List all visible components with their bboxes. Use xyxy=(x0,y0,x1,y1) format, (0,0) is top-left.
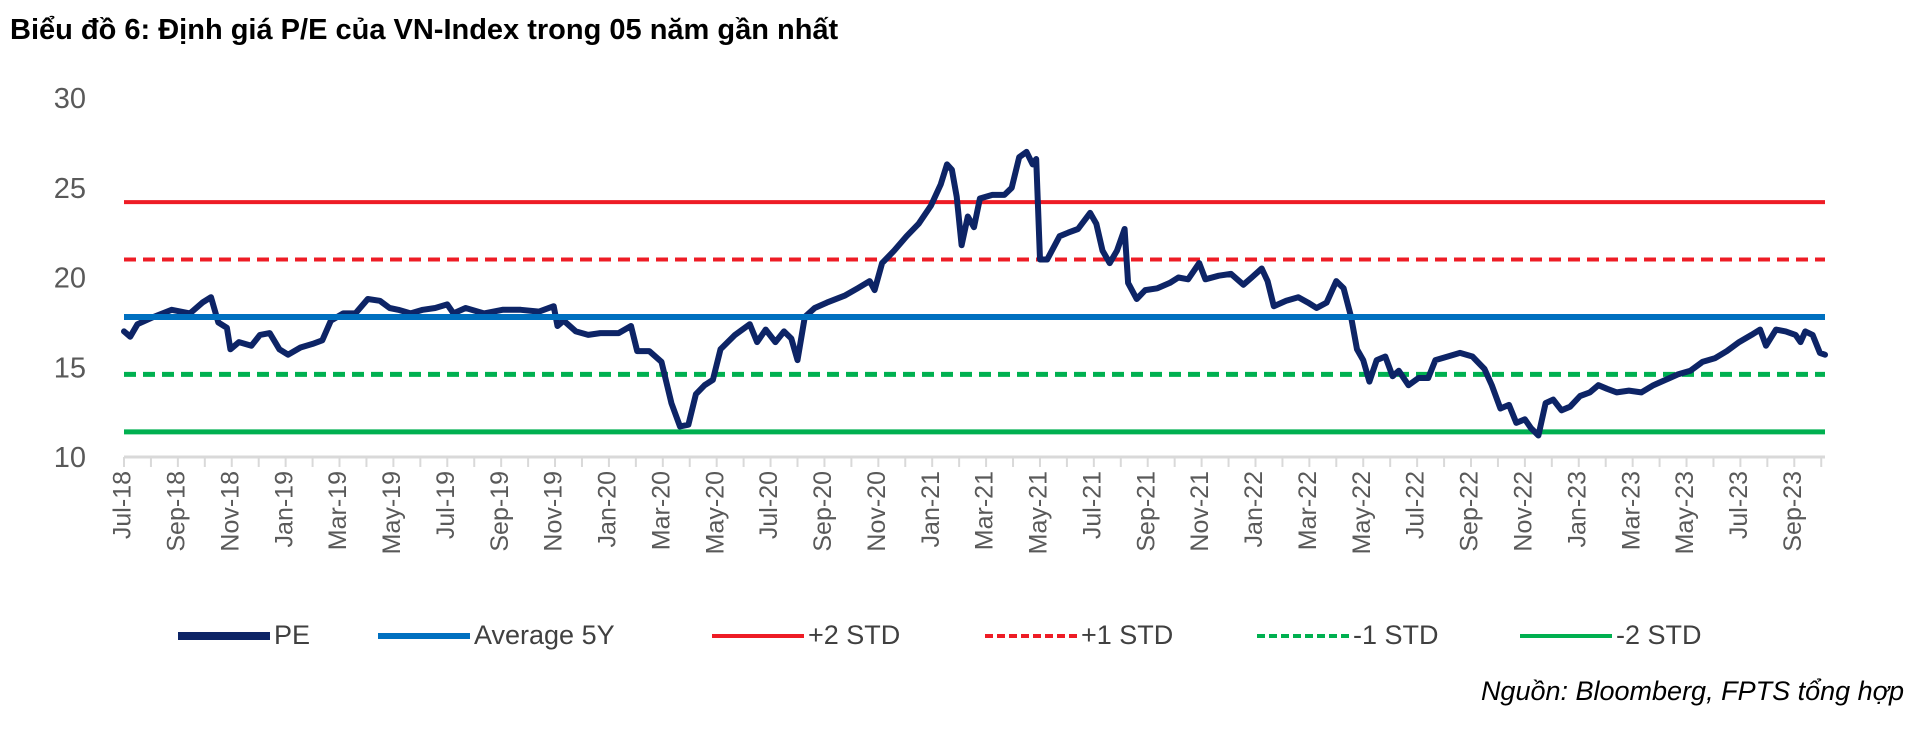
x-tick-label: Mar-20 xyxy=(647,471,675,550)
x-tick-label: Mar-22 xyxy=(1294,471,1322,550)
legend-item-plus1: +1 STD xyxy=(985,620,1173,651)
x-tick-label: Nov-20 xyxy=(863,471,891,552)
x-tick-label: Jul-22 xyxy=(1402,471,1430,539)
x-tick-label: Sep-20 xyxy=(809,471,837,552)
pe-series-line xyxy=(121,148,1828,439)
x-tick-label: May-23 xyxy=(1671,471,1699,554)
legend: PE Average 5Y +2 STD +1 STD -1 STD -2 ST… xyxy=(0,620,1920,660)
x-tick-label: Jan-23 xyxy=(1563,471,1591,547)
legend-swatch-average xyxy=(378,632,470,639)
x-tick-label: May-22 xyxy=(1348,471,1376,554)
legend-label: -1 STD xyxy=(1353,620,1439,650)
x-tick-label: Jan-22 xyxy=(1240,471,1268,547)
x-tick-label: Sep-22 xyxy=(1456,471,1484,552)
legend-swatch-minus1 xyxy=(1257,633,1349,638)
legend-item-average: Average 5Y xyxy=(378,620,615,651)
x-tick-label: Sep-19 xyxy=(486,471,514,552)
x-tick-label: Jan-21 xyxy=(917,471,945,547)
legend-item-minus2: -2 STD xyxy=(1520,620,1702,651)
x-tick-label: Nov-22 xyxy=(1509,471,1537,552)
legend-label: PE xyxy=(274,620,311,650)
x-tick-label: Mar-21 xyxy=(971,471,999,550)
x-tick-label: Mar-19 xyxy=(324,471,352,550)
x-tick-label: Jan-20 xyxy=(594,471,622,547)
legend-label: -2 STD xyxy=(1616,620,1702,650)
x-tick-label: Sep-18 xyxy=(162,471,190,552)
x-tick-label: Jul-20 xyxy=(755,471,783,539)
legend-label: Average 5Y xyxy=(474,620,615,650)
legend-swatch-plus1 xyxy=(985,633,1077,638)
legend-swatch-pe xyxy=(178,631,270,640)
legend-swatch-minus2 xyxy=(1520,633,1612,638)
y-tick-label: 10 xyxy=(54,442,86,474)
x-tick-label: Sep-23 xyxy=(1779,471,1807,552)
legend-item-pe: PE xyxy=(178,620,310,651)
x-tick-label: Mar-23 xyxy=(1617,471,1645,550)
x-tick-label: Jul-23 xyxy=(1725,471,1753,539)
y-tick-label: 20 xyxy=(54,263,86,295)
source-note: Nguồn: Bloomberg, FPTS tổng hợp xyxy=(1480,676,1904,706)
legend-label: +1 STD xyxy=(1081,620,1174,650)
x-tick-label: May-20 xyxy=(701,471,729,554)
x-tick-label: Nov-18 xyxy=(216,471,244,552)
y-tick-label: 25 xyxy=(54,173,86,205)
legend-label: +2 STD xyxy=(808,620,901,650)
x-tick-label: Nov-21 xyxy=(1186,471,1214,552)
legend-item-plus2: +2 STD xyxy=(712,620,900,651)
x-tick-label: Sep-21 xyxy=(1132,471,1160,552)
x-tick-label: Jan-19 xyxy=(270,471,298,547)
x-tick-label: Jul-18 xyxy=(109,471,137,539)
x-tick-label: Nov-19 xyxy=(540,471,568,552)
x-tick-label: Jul-19 xyxy=(432,471,460,539)
legend-item-minus1: -1 STD xyxy=(1257,620,1439,651)
x-tick-label: Jul-21 xyxy=(1078,471,1106,539)
y-tick-label: 30 xyxy=(54,83,86,115)
x-tick-label: May-21 xyxy=(1025,471,1053,554)
legend-swatch-plus2 xyxy=(712,633,804,638)
y-tick-label: 15 xyxy=(54,352,86,384)
chart-title: Biểu đồ 6: Định giá P/E của VN-Index tro… xyxy=(10,14,839,46)
x-tick-label: May-19 xyxy=(378,471,406,554)
